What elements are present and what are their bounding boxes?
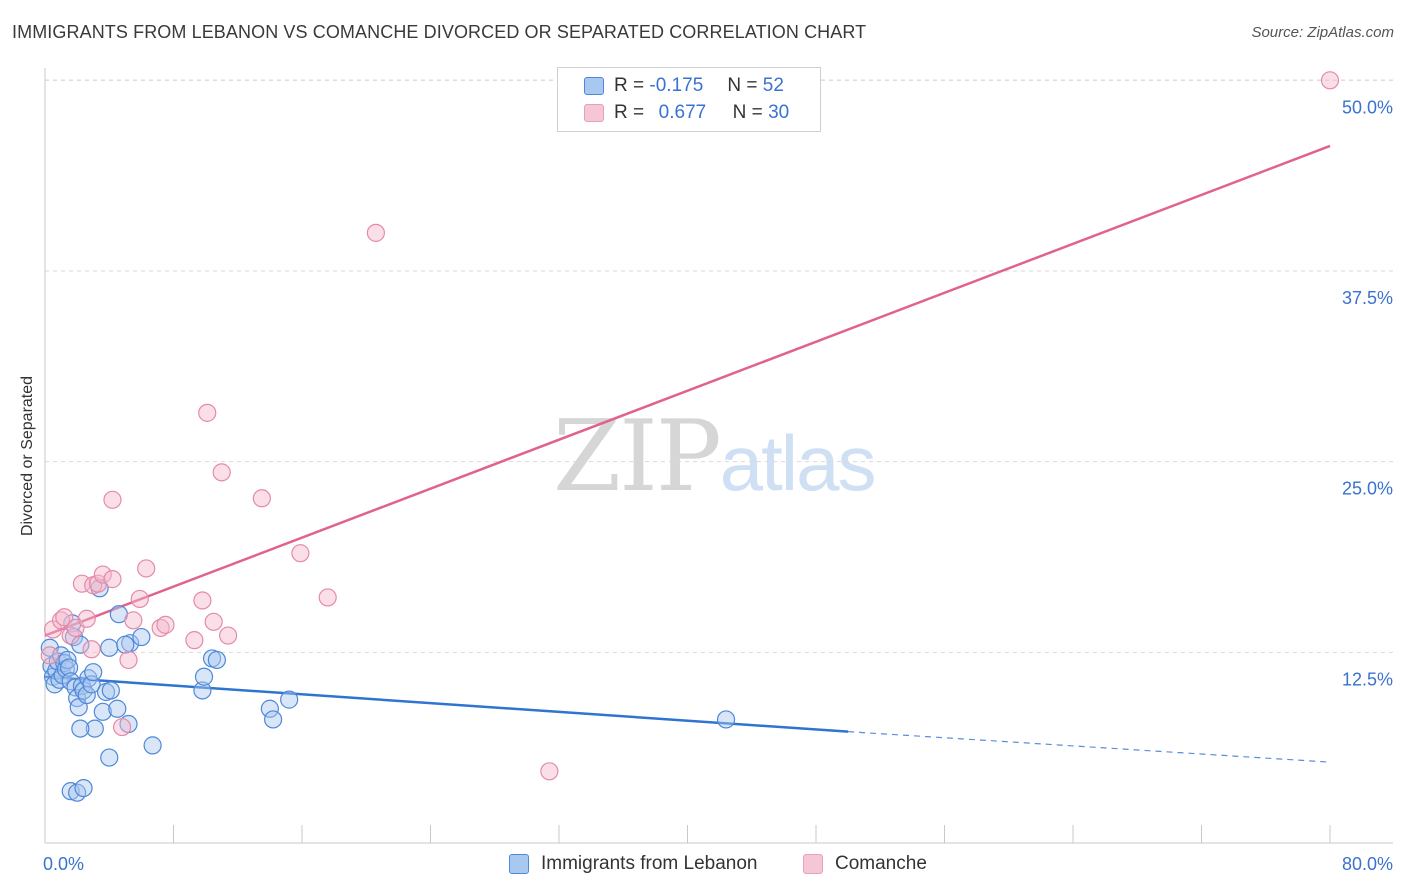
x-tick-label-1: 80.0% xyxy=(1342,854,1393,874)
point-lebanon-19 xyxy=(71,635,90,654)
point-comanche-17 xyxy=(130,589,149,609)
point-lebanon-49 xyxy=(100,748,119,767)
y-tick-label-0: 12.5% xyxy=(1342,669,1393,689)
source-label: Source: ZipAtlas.com xyxy=(1251,24,1394,41)
y-tick-label-1: 25.0% xyxy=(1342,479,1393,499)
bottom-legend-swatch-blue xyxy=(509,854,529,874)
point-lebanon-26 xyxy=(85,719,104,738)
point-comanche-24 xyxy=(204,612,223,631)
point-lebanon-48 xyxy=(74,778,93,798)
point-comanche-13 xyxy=(103,490,122,509)
axis-layer xyxy=(44,68,1393,844)
legend-n-label-2: N = xyxy=(732,102,763,123)
grid-layer xyxy=(45,79,1393,653)
point-lebanon-45 xyxy=(716,710,736,729)
point-comanche-25 xyxy=(212,463,231,482)
bottom-legend-lebanon: Immigrants from Lebanon xyxy=(509,852,758,876)
legend-row-comanche: R = 0.677 N = 30 xyxy=(584,101,789,125)
legend-r-value-1: -0.175 xyxy=(649,75,704,96)
point-comanche-29 xyxy=(318,588,337,607)
point-comanche-32 xyxy=(1320,71,1340,90)
point-lebanon-44 xyxy=(280,690,299,709)
point-comanche-10 xyxy=(88,574,108,593)
bottom-legend-comanche: Comanche xyxy=(803,852,927,876)
point-lebanon-37 xyxy=(143,736,162,755)
y-axis-title: Divorced or Separated xyxy=(19,375,36,537)
point-comanche-16 xyxy=(124,611,143,630)
point-lebanon-38 xyxy=(193,681,212,700)
point-comanche-15 xyxy=(119,650,138,670)
point-comanche-14 xyxy=(112,717,132,737)
point-lebanon-28 xyxy=(93,702,112,721)
correlation-legend: R = -0.175 N = 52 R = 0.677 N = 30 xyxy=(557,67,821,132)
point-comanche-2 xyxy=(51,611,71,630)
point-comanche-3 xyxy=(55,608,74,627)
legend-swatch-blue xyxy=(584,77,604,95)
bottom-legend-label-lebanon: Immigrants from Lebanon xyxy=(541,853,758,874)
point-comanche-18 xyxy=(137,559,156,578)
point-comanche-22 xyxy=(193,591,212,610)
watermark: ZIPatlas xyxy=(553,400,877,514)
point-lebanon-12 xyxy=(59,658,79,677)
point-comanche-19 xyxy=(151,618,170,638)
watermark-zip: ZIP xyxy=(553,400,722,514)
chart-title: IMMIGRANTS FROM LEBANON VS COMANCHE DIVO… xyxy=(12,22,867,42)
point-lebanon-11 xyxy=(58,650,77,670)
point-lebanon-32 xyxy=(108,699,127,718)
point-comanche-20 xyxy=(156,615,175,634)
point-comanche-23 xyxy=(198,403,217,422)
point-comanche-30 xyxy=(366,223,385,242)
point-comanche-7 xyxy=(77,609,96,628)
y-tick-label-2: 37.5% xyxy=(1342,288,1393,308)
trend-line-comanche xyxy=(44,144,1331,637)
point-comanche-27 xyxy=(252,489,271,508)
trend-layer xyxy=(44,144,1331,763)
y-tick-label-3: 50.0% xyxy=(1342,97,1393,117)
x-tick-label-0: 0.0% xyxy=(43,854,84,874)
point-lebanon-43 xyxy=(263,710,283,729)
point-lebanon-51 xyxy=(116,635,135,654)
trend-line-lebanon-extrapolated xyxy=(848,731,1331,763)
point-lebanon-50 xyxy=(71,719,90,738)
watermark-atlas: atlas xyxy=(719,419,877,507)
point-lebanon-41 xyxy=(207,650,226,670)
point-lebanon-30 xyxy=(100,638,119,657)
legend-n-value-2: 30 xyxy=(768,102,790,123)
trend-line-lebanon xyxy=(44,675,849,733)
legend-row-lebanon: R = -0.175 N = 52 xyxy=(584,74,784,98)
point-comanche-21 xyxy=(185,631,204,650)
legend-swatch-pink xyxy=(584,104,604,122)
legend-r-label-1: R = xyxy=(614,75,645,96)
point-comanche-0 xyxy=(40,646,59,665)
point-comanche-8 xyxy=(82,640,101,659)
legend-r-value-2: 0.677 xyxy=(658,102,707,123)
point-comanche-26 xyxy=(219,626,238,645)
point-lebanon-25 xyxy=(84,663,103,682)
point-lebanon-39 xyxy=(194,667,214,686)
legend-n-value-1: 52 xyxy=(762,75,784,96)
point-comanche-11 xyxy=(93,565,112,584)
point-lebanon-36 xyxy=(132,627,151,647)
legend-n-label-1: N = xyxy=(727,75,758,96)
point-comanche-28 xyxy=(291,544,310,563)
bottom-legend-label-comanche: Comanche xyxy=(835,853,927,874)
point-comanche-31 xyxy=(540,762,559,781)
point-lebanon-42 xyxy=(260,699,279,718)
point-lebanon-31 xyxy=(101,681,120,700)
bottom-legend-swatch-pink xyxy=(803,854,823,874)
point-comanche-12 xyxy=(103,570,122,589)
point-lebanon-13 xyxy=(61,672,80,691)
points-layer xyxy=(40,71,1340,802)
tick-label-layer: 12.5% 25.0% 37.5% 50.0% 0.0% 80.0% xyxy=(43,97,1393,874)
legend-r-label-2: R = xyxy=(614,102,645,123)
